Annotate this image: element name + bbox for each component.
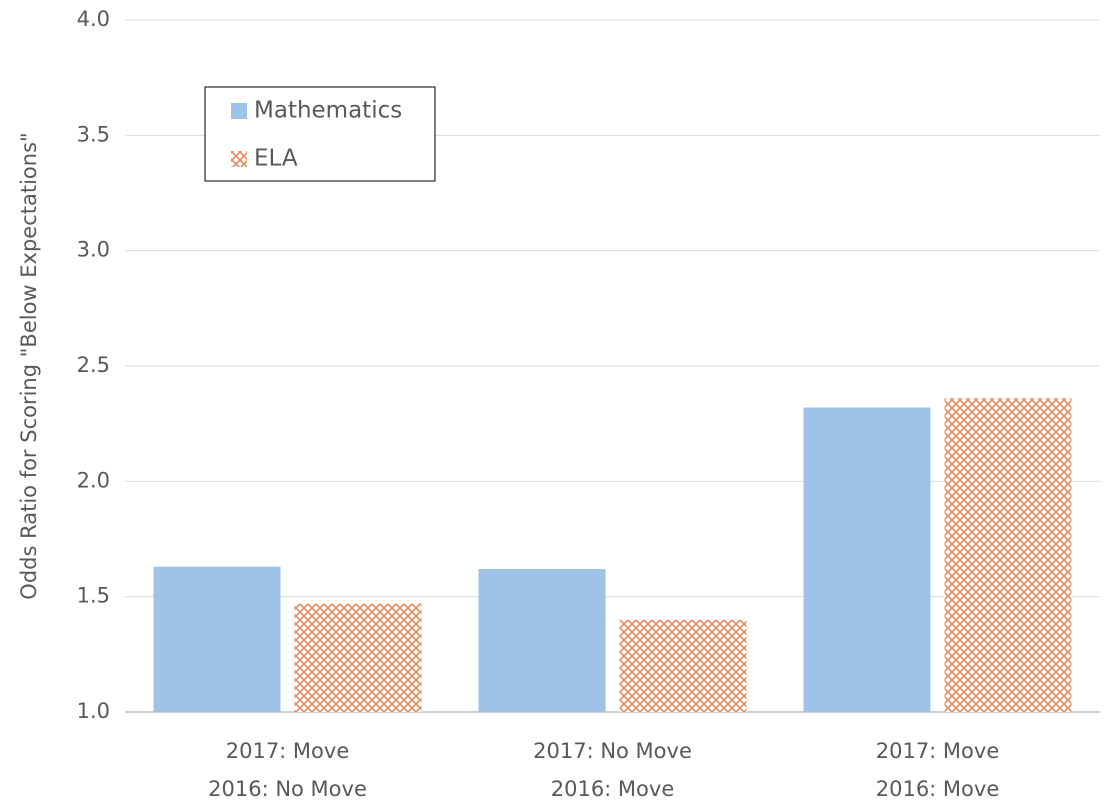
y-tick-label: 3.5 <box>77 122 110 146</box>
bar <box>294 603 422 712</box>
y-axis-label: Odds Ratio for Scoring "Below Expectatio… <box>17 132 41 599</box>
y-tick-label: 1.0 <box>77 699 110 723</box>
y-tick-label: 2.0 <box>77 468 110 492</box>
x-tick-label: 2017: Move <box>226 739 350 763</box>
bar <box>153 566 281 712</box>
x-tick-label: 2017: Move <box>876 739 1000 763</box>
x-tick-label: 2016: No Move <box>208 777 367 801</box>
legend: Mathematics ELA <box>204 86 436 182</box>
y-tick-label: 1.5 <box>77 584 110 608</box>
legend-label: ELA <box>254 146 298 172</box>
legend-swatch <box>231 151 247 167</box>
bar <box>478 568 606 712</box>
x-tick-label: 2016: Move <box>551 777 675 801</box>
bar <box>944 398 1072 712</box>
x-tick-label: 2016: Move <box>876 777 1000 801</box>
x-tick-label: 2017: No Move <box>533 739 692 763</box>
y-tick-label: 2.5 <box>77 353 110 377</box>
bar <box>803 407 931 712</box>
bar <box>619 619 747 712</box>
legend-swatch <box>231 103 247 119</box>
legend-label: Mathematics <box>254 98 402 124</box>
y-tick-label: 4.0 <box>77 7 110 31</box>
y-tick-label: 3.0 <box>77 238 110 262</box>
